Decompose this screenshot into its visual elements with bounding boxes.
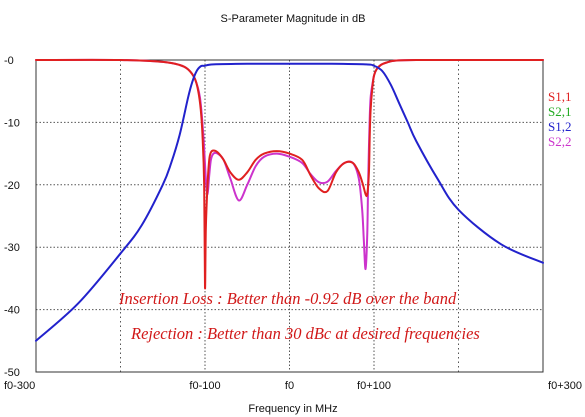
x-tick-label: f0+300 [548,380,582,392]
y-tick-label: -40 [4,305,20,317]
legend-entry: S1,2 [548,119,571,134]
legend-entry: S2,1 [548,104,571,119]
x-tick-label: f0+100 [357,380,391,392]
annotation-insertion-loss: Insertion Loss : Better than -0.92 dB ov… [118,289,457,308]
legend-entry: S1,1 [548,89,571,104]
series-line-s2-2 [35,58,544,271]
series-line-s1-2 [35,62,544,342]
series-line-s1-1 [35,58,544,290]
y-tick-label: -30 [4,242,20,254]
legend: S1,1S2,1S1,2S2,2 [548,89,571,149]
y-tick-label: -20 [4,180,20,192]
x-axis-title: Frequency in MHz [248,403,337,415]
x-tick-label: f0 [285,380,294,392]
y-tick-label: -10 [4,117,20,129]
legend-entry: S2,2 [548,134,571,149]
y-tick-label: -0 [4,55,14,67]
series-lines [35,58,544,342]
plot-frame [35,59,544,373]
y-tick-label: -50 [4,367,20,379]
annotation-rejection: Rejection : Better than 30 dBc at desire… [130,324,480,343]
grid [35,59,544,373]
x-tick-label: f0-100 [189,380,220,392]
x-tick-label: f0-300 [4,380,35,392]
chart-title: S-Parameter Magnitude in dB [221,13,366,25]
